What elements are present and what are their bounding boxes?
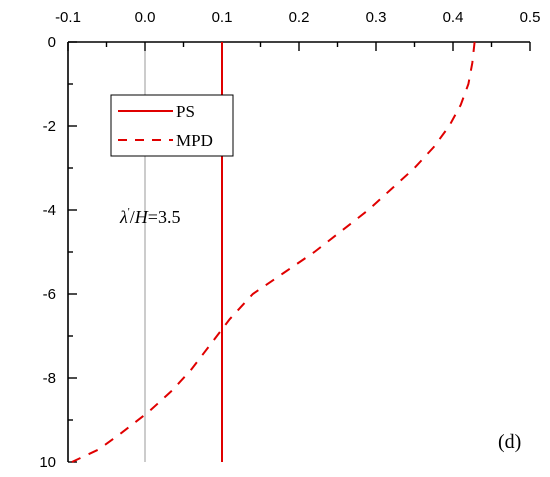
x-tick-label: 0.0: [135, 9, 156, 26]
x-ticks: -0.1 0.0 0.1 0.2 0.3 0.4 0.5: [55, 9, 540, 51]
y-ticks: 0 -2 -4 -6 -8 10: [39, 34, 77, 471]
lambda-annotation: λ'/H=3.5: [119, 206, 180, 227]
x-tick-label: 0.3: [366, 9, 387, 26]
x-tick-label: 0.5: [520, 9, 541, 26]
lambda-slash: /: [130, 207, 135, 227]
lambda-value: =3.5: [148, 207, 181, 227]
y-tick-label: 10: [39, 454, 56, 471]
legend: PS MPD: [110, 94, 234, 157]
lambda-symbol: λ: [119, 207, 128, 227]
y-tick-label: -4: [43, 202, 56, 219]
x-tick-label: 0.1: [212, 9, 233, 26]
x-tick-label: 0.2: [289, 9, 310, 26]
series-mpd-line: [71, 41, 476, 463]
y-tick-label: -8: [43, 370, 56, 387]
x-tick-label: 0.4: [443, 9, 464, 26]
lambda-prime: ': [128, 206, 130, 218]
y-tick-label: -6: [43, 286, 56, 303]
panel-label: (d): [498, 431, 521, 453]
y-tick-label: -2: [43, 118, 56, 135]
lambda-H: H: [134, 207, 149, 227]
x-tick-label: -0.1: [55, 9, 81, 26]
y-tick-label: 0: [48, 34, 56, 51]
plot-area: -0.1 0.0 0.1 0.2 0.3 0.4 0.5 0 -2 -4 -6 -8 10: [39, 9, 540, 471]
legend-mpd-label: MPD: [176, 131, 213, 150]
legend-box: [110, 94, 234, 157]
legend-ps-label: PS: [176, 102, 195, 121]
